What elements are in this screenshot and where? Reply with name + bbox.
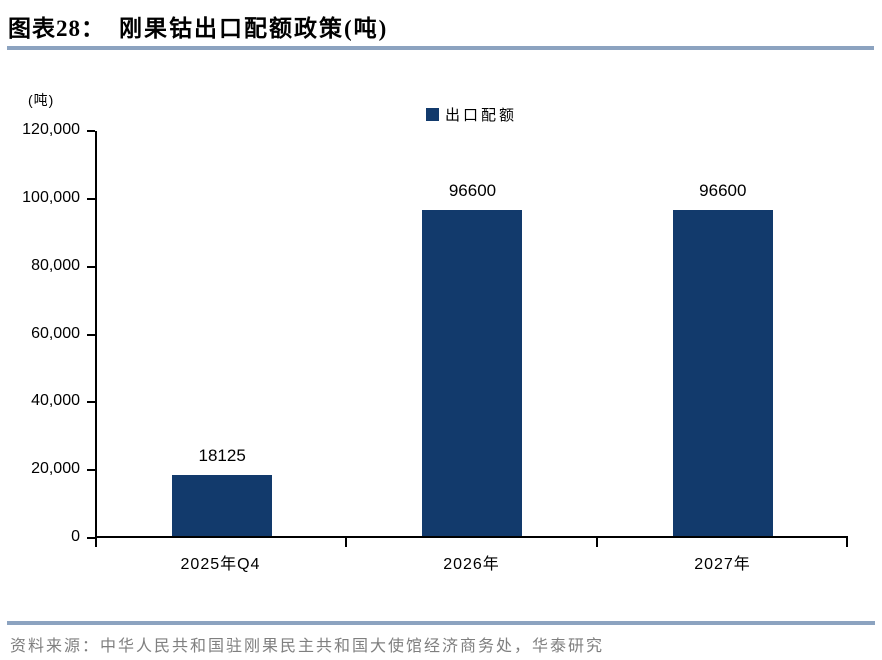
y-tick-mark [87,197,95,200]
x-tick-mark [95,538,97,547]
y-tick-label: 120,000 [22,121,80,138]
legend-swatch [425,108,439,121]
y-tick-mark [87,265,95,268]
plot-area: 18125 96600 96600 [95,131,848,538]
figure-number-label: 图表28： [8,16,105,41]
y-tick-label: 100,000 [22,188,80,206]
y-tick-mark [87,401,95,404]
legend-label: 出口配额 [444,107,517,124]
bar-value-label: 18125 [198,445,246,465]
footer-divider [7,621,875,625]
bar [422,209,523,536]
y-tick-mark [87,333,95,336]
y-tick-label: 60,000 [31,324,80,342]
bar [672,209,773,536]
x-category-label: 2025年Q4 [180,556,261,573]
y-tick-mark [87,469,95,472]
bar-column: 96600 [598,131,848,536]
source-note: 资料来源：中华人民共和国驻刚果民主共和国大使馆经济商务处，华泰研究 [10,638,605,655]
x-tick-mark [345,538,347,547]
x-axis-ticks [95,538,848,547]
figure-title: 刚果钴出口配额政策(吨) [119,16,389,41]
title-underline [7,46,874,50]
y-tick-label: 20,000 [31,460,80,478]
x-tick-mark [846,538,848,547]
bar-value-label: 96600 [699,180,747,200]
bar-value-label: 96600 [448,180,497,200]
x-tick-mark [596,538,598,547]
y-tick-label: 0 [71,528,80,545]
bar-column: 18125 [97,131,347,536]
figure-header: 图表28： 刚果钴出口配额政策(吨) [8,9,388,43]
x-axis-labels: 2025年Q4 2026年 2027年 [95,550,848,574]
y-tick-label: 40,000 [31,392,80,410]
bar [172,474,273,536]
y-tick-label: 80,000 [31,256,80,274]
x-category-label: 2026年 [443,556,500,573]
chart-legend: 出口配额 [95,104,848,125]
y-axis-unit-label: (吨) [28,92,55,108]
y-axis: 0 20,000 40,000 60,000 80,000 100,000 120,000 [0,121,95,545]
bar-column: 96600 [347,131,597,536]
x-category-label: 2027年 [694,556,751,573]
y-tick-mark [87,130,95,132]
y-tick-mark [87,537,95,539]
